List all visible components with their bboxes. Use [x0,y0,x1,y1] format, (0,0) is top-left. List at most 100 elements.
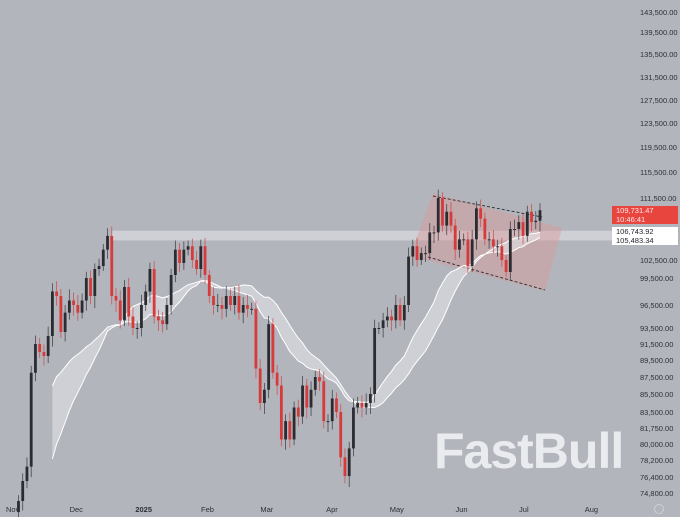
candle-body [292,407,296,440]
candle-body [178,249,181,263]
candle-body [360,403,364,408]
candle-body [436,198,440,233]
candle-body [165,305,169,325]
candle-body [173,249,177,275]
candle-body [152,269,156,317]
candle-body [415,246,419,260]
candle-body [42,352,46,356]
candle-body [296,407,300,417]
candle-body [67,300,71,313]
candle-body [254,308,258,369]
candle-body [470,239,474,266]
settings-icon[interactable] [654,504,664,514]
price-axis[interactable]: 143,500.00 139,500.00 135,500.00 131,500.00… [640,8,678,498]
time-tick-label: May [390,505,404,514]
time-axis[interactable]: Nov Dec 2025 Feb Mar Apr May Jun Jul Aug [6,505,598,514]
candle-body [106,235,109,250]
watermark-logo: FastBull [434,423,624,479]
candle-body [411,246,415,257]
candle-body [356,403,360,408]
candle-body [538,210,542,221]
candle-body [220,305,224,309]
channel-upper-line [432,195,543,218]
bar-countdown: 10:46:41 [616,215,646,224]
support-zone [112,230,612,241]
candle-body [326,421,330,423]
candle-body [508,229,512,272]
time-tick-label: Jun [455,505,467,514]
candle-body [25,466,29,481]
price-tick-label: 74,800.00 [640,489,673,498]
candle-body [390,316,393,321]
candle-body [84,278,88,301]
candle-body [521,222,525,236]
candle-body [496,246,499,248]
time-tick-label: Jul [519,505,529,514]
candle-body [500,246,504,260]
candle-body [144,291,148,305]
channel-lower-line [427,256,546,291]
candle-body [207,275,211,296]
price-tick-label: 91,500.00 [640,340,673,349]
candle-body [216,305,220,306]
candle-body [343,457,347,477]
price-tick-label: 80,000.00 [640,440,673,449]
candle-body [267,324,271,390]
candle-body [212,296,215,305]
candle-body [275,372,279,386]
candle-body [59,296,63,332]
candle-body [93,269,97,296]
candle-body [21,481,25,501]
candle-body [364,403,368,408]
time-tick-label: 2025 [135,505,152,514]
candle-body [190,246,194,260]
candle-body [330,398,334,422]
candle-body [241,305,245,313]
candle-body [127,287,131,317]
candle-body [195,260,198,269]
candle-body [407,256,410,305]
candle-body [233,296,237,305]
candle-body [458,239,461,250]
candle-body [131,316,135,328]
price-tick-label: 139,500.00 [640,28,678,37]
candle-body [199,246,203,269]
candle-body [101,249,105,266]
candle-body [513,229,516,230]
price-tick-label: 143,500.00 [640,8,678,17]
last-price-tag: 109,731.47 10:46:41 [612,206,678,224]
candle-body [118,300,122,321]
candle-body [347,448,351,477]
candle-body [419,253,423,260]
candle-body [394,305,398,321]
price-tick-label: 115,500.00 [640,168,677,177]
candle-body [428,232,432,254]
price-tick-label: 131,500.00 [640,73,678,82]
zone-price-tag: 106,743.92 105,483.34 [612,227,678,245]
zone-lower-price: 105,483.34 [616,236,654,245]
candle-body [424,253,427,255]
candle-body [373,328,377,394]
candle-body [110,235,114,296]
candle-body [63,312,67,332]
support-zone-rect [112,230,612,241]
candle-body [313,377,317,390]
candle-body [309,389,313,408]
candle-body [398,305,402,321]
candle-body [38,344,42,352]
candle-body [46,336,50,356]
candle-body [491,239,495,247]
candle-body [182,249,186,263]
candle-body [402,305,406,321]
candle-body [89,278,92,296]
candle-body [504,260,508,272]
candle-body [279,385,283,440]
candle-body [246,305,249,309]
candle-body [441,198,444,226]
ma-band-fill [52,232,541,459]
channel-fill [410,193,562,291]
candle-body [51,291,54,336]
candle-body [258,368,262,403]
time-tick-label: Apr [326,505,338,514]
